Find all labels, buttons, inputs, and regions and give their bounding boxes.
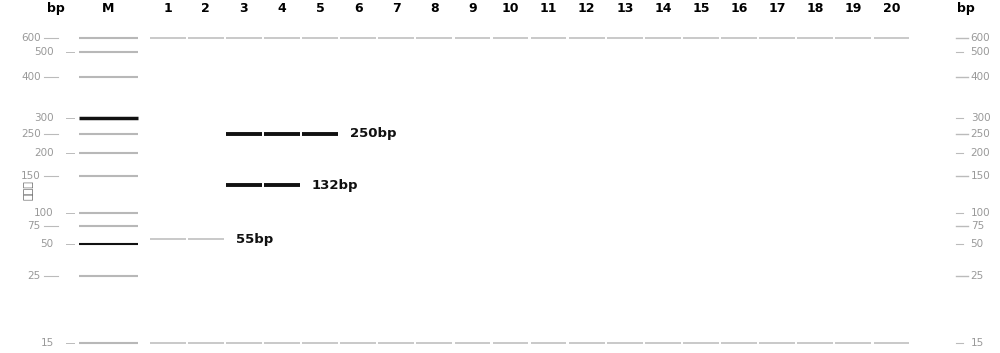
Text: 50: 50 bbox=[971, 239, 984, 249]
Text: 600: 600 bbox=[21, 33, 41, 43]
Text: 300: 300 bbox=[34, 113, 54, 123]
Text: 50: 50 bbox=[41, 239, 54, 249]
Text: 10: 10 bbox=[502, 2, 519, 15]
Text: 5: 5 bbox=[316, 2, 324, 15]
Text: 15: 15 bbox=[40, 338, 54, 348]
Text: 统大小: 统大小 bbox=[24, 180, 34, 200]
Text: 1: 1 bbox=[163, 2, 172, 15]
Text: 75: 75 bbox=[28, 221, 41, 231]
Text: 150: 150 bbox=[21, 171, 41, 181]
Text: 25: 25 bbox=[28, 271, 41, 281]
Text: 250bp: 250bp bbox=[350, 127, 396, 140]
Text: 55bp: 55bp bbox=[236, 233, 273, 246]
Text: 100: 100 bbox=[34, 208, 54, 218]
Text: M: M bbox=[102, 2, 114, 15]
Text: 4: 4 bbox=[278, 2, 286, 15]
Text: 20: 20 bbox=[883, 2, 900, 15]
Text: 17: 17 bbox=[768, 2, 786, 15]
Text: 15: 15 bbox=[692, 2, 710, 15]
Text: 250: 250 bbox=[971, 129, 990, 139]
Text: 500: 500 bbox=[971, 47, 990, 57]
Text: 2: 2 bbox=[201, 2, 210, 15]
Text: 100: 100 bbox=[971, 208, 990, 218]
Text: 11: 11 bbox=[540, 2, 557, 15]
Text: 25: 25 bbox=[971, 271, 984, 281]
Text: 400: 400 bbox=[971, 72, 990, 82]
Text: 200: 200 bbox=[971, 149, 990, 158]
Text: 6: 6 bbox=[354, 2, 362, 15]
Text: 500: 500 bbox=[34, 47, 54, 57]
Text: 8: 8 bbox=[430, 2, 439, 15]
Text: 13: 13 bbox=[616, 2, 633, 15]
Text: 300: 300 bbox=[971, 113, 990, 123]
Text: 250: 250 bbox=[21, 129, 41, 139]
Text: 150: 150 bbox=[971, 171, 990, 181]
Text: 400: 400 bbox=[21, 72, 41, 82]
Text: 200: 200 bbox=[34, 149, 54, 158]
Text: 75: 75 bbox=[971, 221, 984, 231]
Text: 16: 16 bbox=[730, 2, 748, 15]
Text: 9: 9 bbox=[468, 2, 477, 15]
Text: 3: 3 bbox=[240, 2, 248, 15]
Text: bp: bp bbox=[47, 2, 65, 15]
Text: 15: 15 bbox=[971, 338, 984, 348]
Text: 14: 14 bbox=[654, 2, 672, 15]
Text: 7: 7 bbox=[392, 2, 401, 15]
Text: 600: 600 bbox=[971, 33, 990, 43]
Text: bp: bp bbox=[957, 2, 975, 15]
Text: 12: 12 bbox=[578, 2, 595, 15]
Text: 19: 19 bbox=[845, 2, 862, 15]
Text: 132bp: 132bp bbox=[312, 179, 358, 192]
Text: 18: 18 bbox=[807, 2, 824, 15]
